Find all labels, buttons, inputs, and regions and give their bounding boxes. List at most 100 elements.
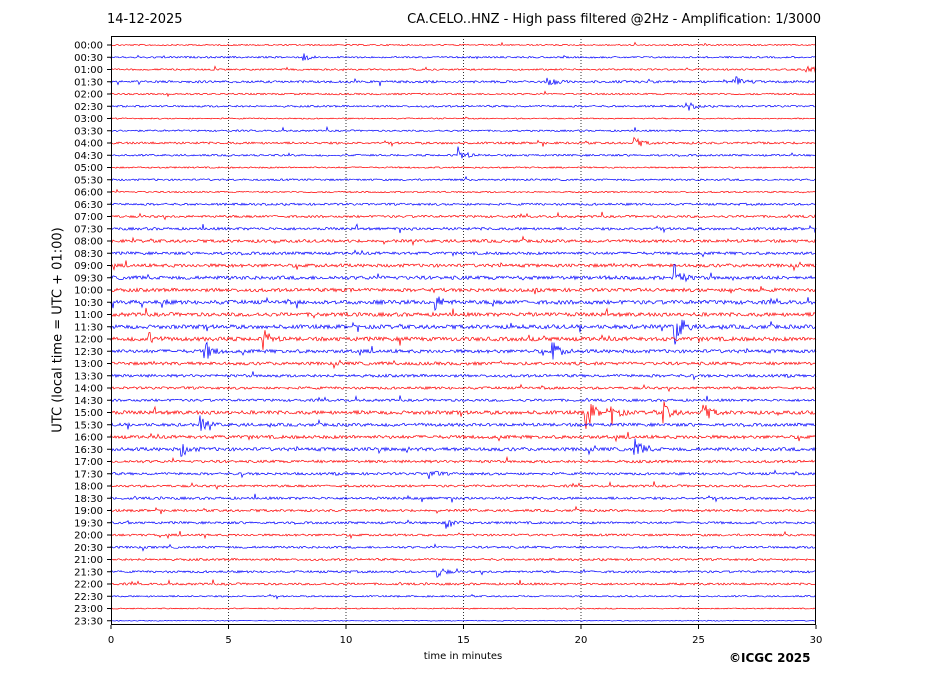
- trace-0200: [110, 90, 817, 98]
- trace-1930: [110, 519, 817, 529]
- trace-0130: [110, 76, 817, 87]
- row-label: 14:30: [74, 396, 103, 407]
- trace-0430: [110, 146, 817, 159]
- row-label: 16:30: [74, 445, 103, 456]
- trace-0800: [110, 235, 817, 247]
- x-tick-label: 10: [340, 635, 353, 646]
- x-tick-label: 0: [108, 635, 114, 646]
- trace-1830: [110, 493, 817, 503]
- x-tick-label: 30: [810, 635, 823, 646]
- trace-0400: [110, 136, 817, 148]
- trace-0500: [110, 166, 817, 169]
- copyright-label: ©ICGC 2025: [729, 651, 811, 665]
- row-label: 22:00: [74, 580, 103, 591]
- trace-1300: [110, 359, 817, 370]
- trace-1700: [110, 455, 817, 464]
- trace-1400: [110, 383, 817, 393]
- row-label: 09:30: [74, 273, 103, 284]
- row-label: 23:00: [74, 604, 103, 615]
- row-label: 20:30: [74, 543, 103, 554]
- row-label: 13:30: [74, 371, 103, 382]
- row-label: 14:00: [74, 384, 103, 395]
- trace-1100: [110, 307, 816, 319]
- chart-date: 14-12-2025: [107, 12, 183, 27]
- row-label: 03:00: [74, 114, 103, 125]
- trace-1430: [110, 395, 817, 403]
- row-label: 21:30: [74, 567, 103, 578]
- trace-1730: [110, 469, 817, 479]
- trace-0930: [110, 263, 817, 283]
- trace-1030: [110, 296, 817, 312]
- row-label: 11:00: [74, 310, 103, 321]
- row-label: 15:00: [74, 408, 103, 419]
- row-label: 02:00: [74, 90, 103, 101]
- row-label: 18:00: [74, 482, 103, 493]
- row-label: 12:30: [74, 347, 103, 358]
- trace-0830: [110, 249, 817, 258]
- trace-0530: [110, 175, 817, 182]
- trace-0330: [110, 125, 817, 133]
- chart-title: CA.CELO..HNZ - High pass filtered @2Hz -…: [407, 12, 821, 27]
- row-label: 08:30: [74, 249, 103, 260]
- trace-1530: [110, 415, 817, 431]
- row-label: 18:30: [74, 494, 103, 505]
- row-label: 07:00: [74, 212, 103, 223]
- trace-1130: [110, 319, 817, 345]
- trace-0700: [110, 211, 817, 221]
- row-label: 05:00: [74, 163, 103, 174]
- trace-0030: [110, 53, 817, 61]
- trace-2330: [110, 619, 817, 622]
- row-label: 15:30: [74, 420, 103, 431]
- row-label: 09:00: [74, 261, 103, 272]
- trace-2130: [110, 567, 817, 578]
- trace-1800: [110, 480, 817, 490]
- row-label: 03:30: [74, 126, 103, 137]
- x-axis-label: time in minutes: [423, 651, 503, 662]
- trace-0900: [110, 260, 817, 272]
- row-label: 19:00: [74, 506, 103, 517]
- row-label: 19:30: [74, 518, 103, 529]
- row-label: 02:30: [74, 102, 103, 113]
- trace-2030: [110, 543, 817, 552]
- trace-1500: [110, 401, 817, 429]
- row-label: 06:30: [74, 200, 103, 211]
- row-label: 06:00: [74, 188, 103, 199]
- trace-1600: [110, 431, 817, 443]
- row-label: 16:00: [74, 433, 103, 444]
- row-label: 17:00: [74, 457, 103, 468]
- trace-2100: [110, 557, 817, 562]
- trace-1200: [110, 330, 817, 350]
- row-label: 20:00: [74, 531, 103, 542]
- trace-1230: [110, 341, 817, 360]
- plot-area: [111, 36, 816, 625]
- trace-1900: [110, 505, 817, 515]
- row-label: 00:00: [74, 41, 103, 52]
- row-label: 23:30: [74, 616, 103, 627]
- trace-0300: [110, 116, 817, 120]
- trace-0600: [110, 188, 817, 194]
- x-tick-label: 20: [575, 635, 588, 646]
- row-label: 01:30: [74, 77, 103, 88]
- x-tick-label: 25: [692, 635, 705, 646]
- row-label: 11:30: [74, 322, 103, 333]
- trace-0730: [110, 223, 817, 234]
- x-tick-label: 15: [457, 635, 470, 646]
- trace-2200: [110, 579, 817, 586]
- row-label: 17:30: [74, 469, 103, 480]
- trace-2000: [110, 530, 817, 540]
- trace-1630: [110, 438, 817, 457]
- trace-0630: [110, 202, 817, 207]
- trace-1330: [110, 371, 817, 381]
- trace-2230: [110, 593, 817, 600]
- row-label: 04:30: [74, 151, 103, 162]
- row-label: 12:00: [74, 335, 103, 346]
- row-label: 22:30: [74, 592, 103, 603]
- row-label: 08:00: [74, 237, 103, 248]
- y-axis-label: UTC (local time = UTC + 01:00): [50, 227, 66, 433]
- row-label: 10:00: [74, 286, 103, 297]
- row-label: 10:30: [74, 298, 103, 309]
- row-label: 07:30: [74, 224, 103, 235]
- row-label: 05:30: [74, 175, 103, 186]
- row-label: 13:00: [74, 359, 103, 370]
